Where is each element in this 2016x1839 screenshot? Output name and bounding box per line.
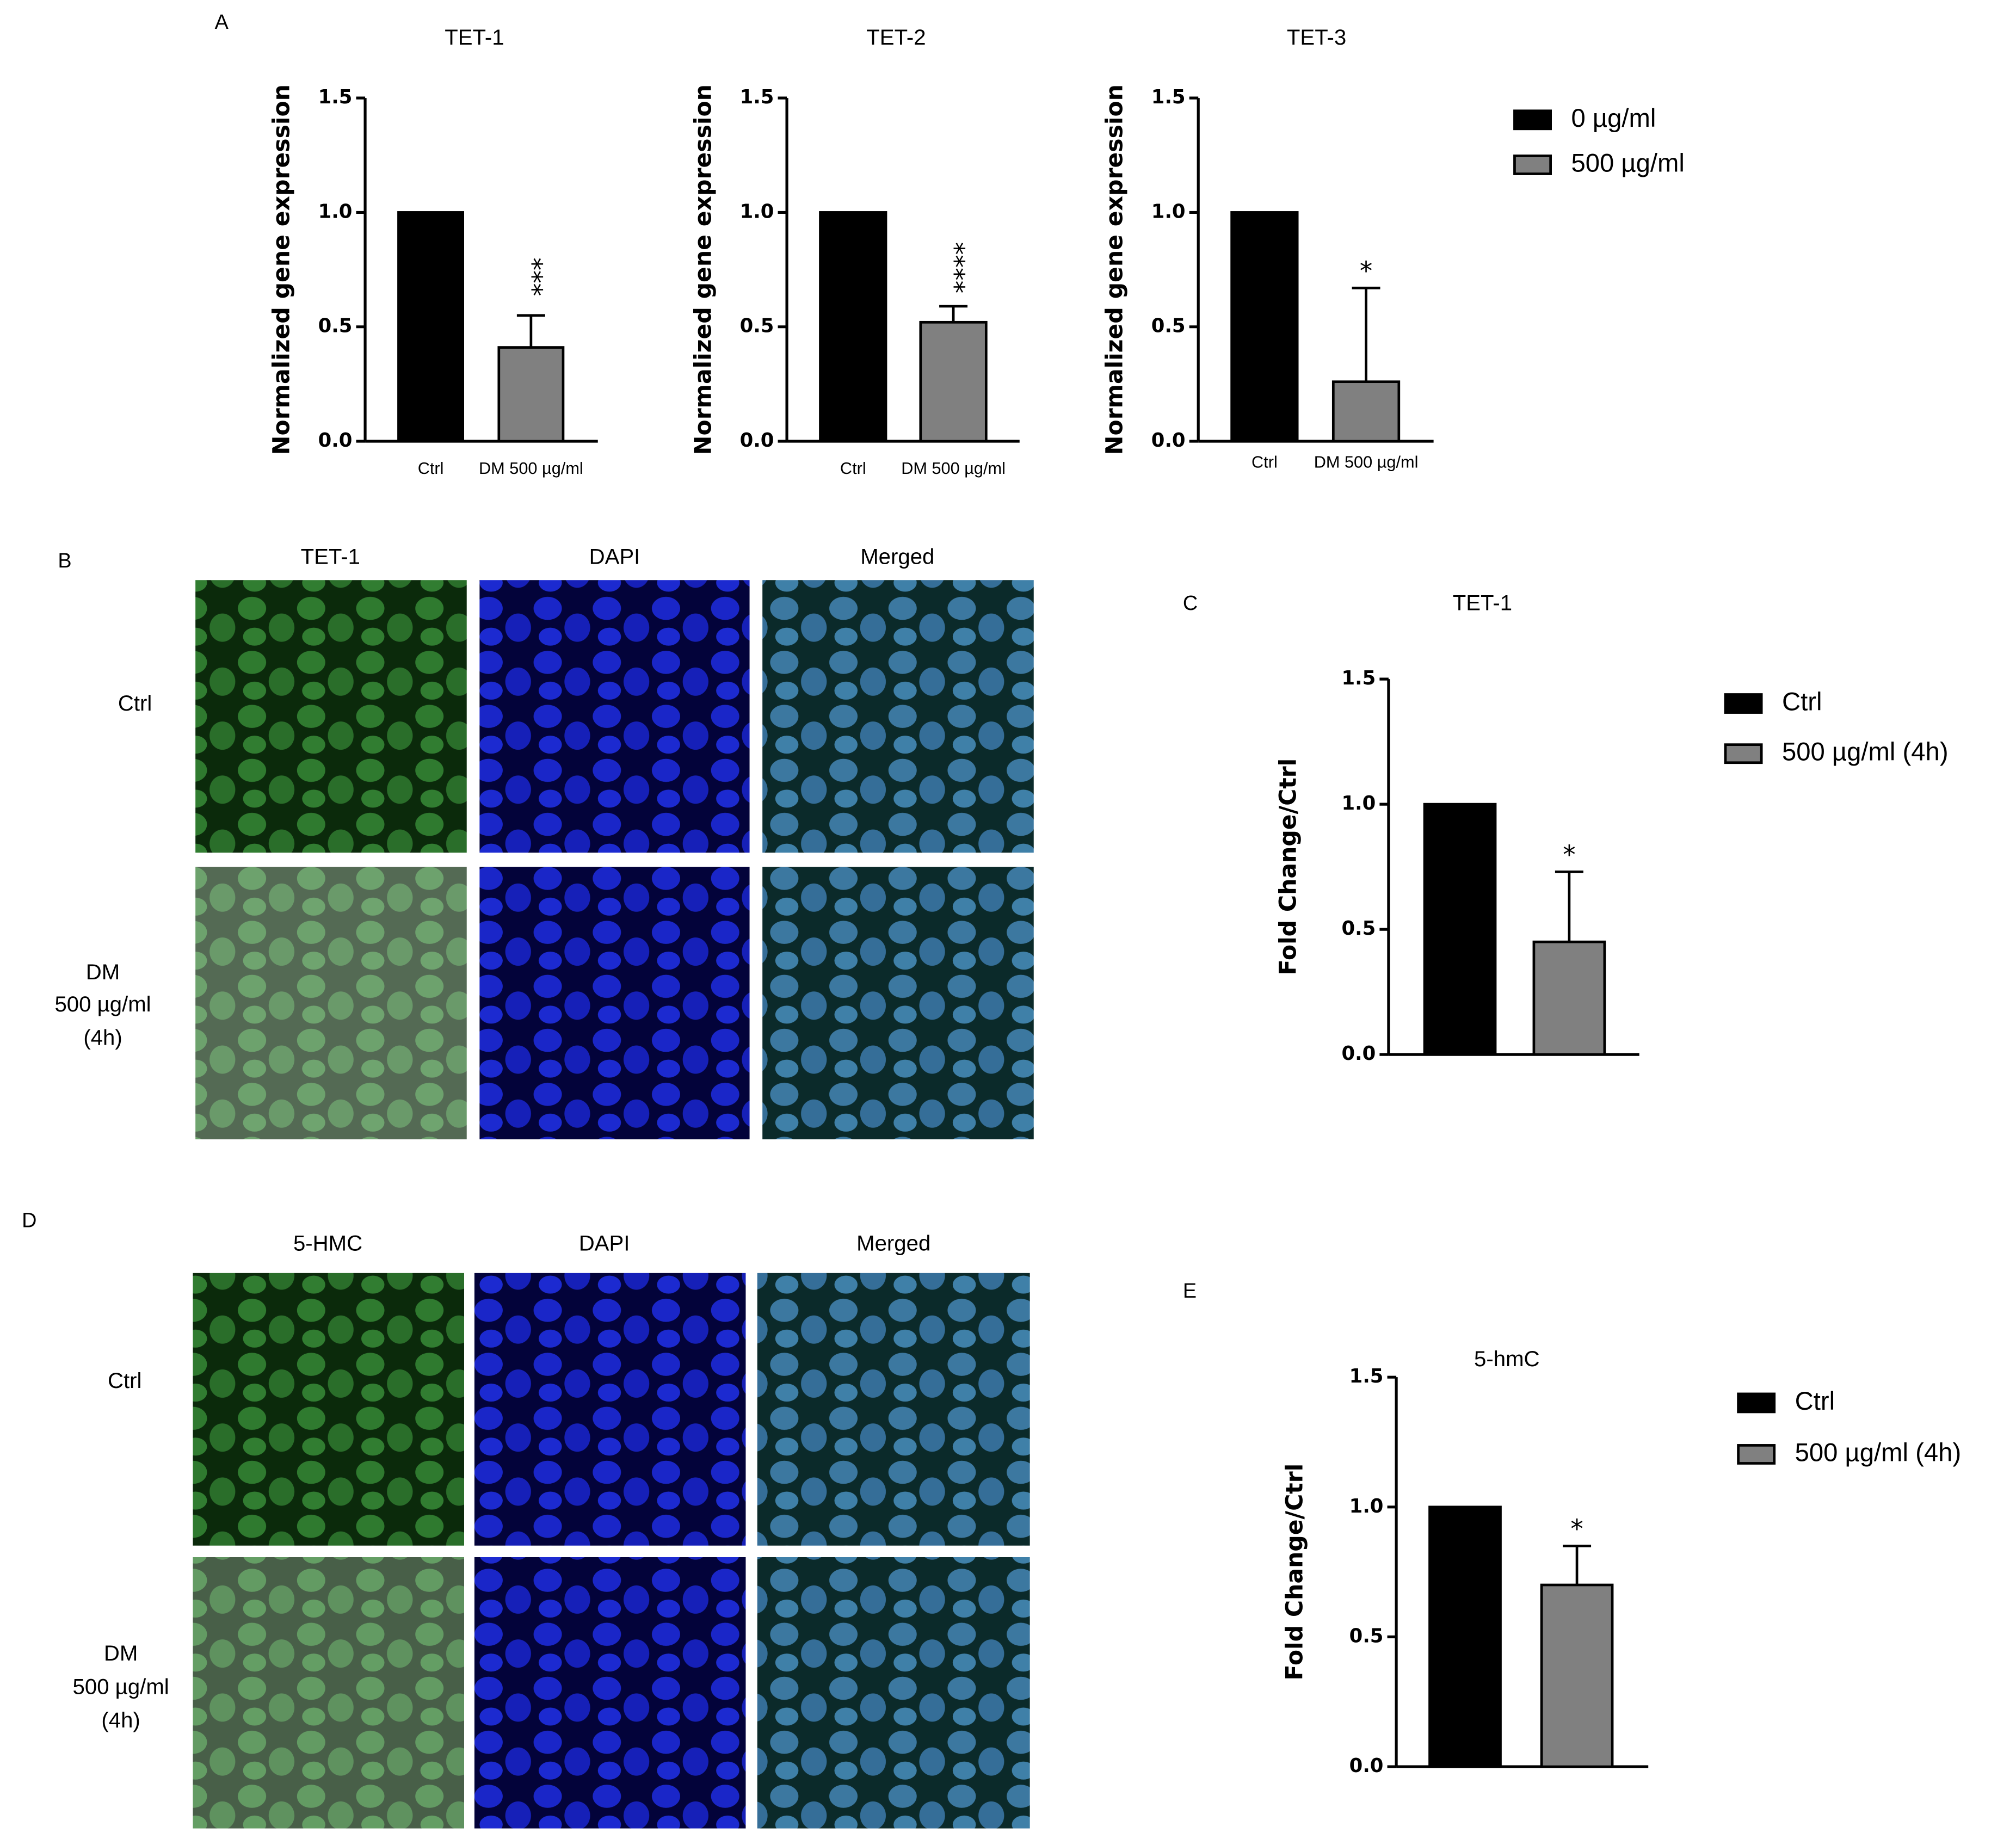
image [757, 1273, 1030, 1546]
y-tick-label: 0.0 [1342, 1042, 1376, 1065]
image [479, 867, 750, 1140]
column-label: DAPI [589, 545, 640, 569]
significance: **** [940, 242, 970, 294]
image [757, 1557, 1030, 1829]
legend-swatch [1737, 1444, 1776, 1465]
chart-title: TET-3 [1287, 25, 1346, 50]
x-tick-label: DM 500 µg/ml [479, 459, 583, 478]
row-label: DM [104, 1641, 138, 1665]
legend-swatch [1513, 109, 1552, 131]
legend-label: Ctrl [1795, 1387, 1835, 1416]
legend-label: 500 µg/ml (4h) [1795, 1438, 1962, 1467]
y-axis-label: Normalized gene expression [1101, 84, 1128, 455]
row-label: DM [86, 960, 120, 984]
chart-title: 5-hmC [1474, 1347, 1540, 1371]
x-tick-label: Ctrl [418, 459, 444, 478]
bar [1532, 940, 1606, 1056]
panel-label: B [58, 550, 71, 572]
x-tick-label: DM 500 µg/ml [901, 459, 1006, 478]
significance: * [1570, 1514, 1583, 1544]
y-tick-label: 1.0 [318, 200, 353, 223]
chart-title: TET-1 [1453, 591, 1512, 615]
y-tick-label: 1.0 [740, 200, 774, 223]
y-tick-label: 0.5 [1151, 315, 1186, 337]
image [762, 867, 1034, 1140]
row-label: 500 µg/ml [73, 1675, 169, 1699]
image [193, 1273, 465, 1546]
y-tick-label: 0.0 [1151, 429, 1186, 452]
panel-label: E [1183, 1280, 1197, 1303]
bar [1423, 803, 1497, 1056]
bar [1230, 211, 1299, 443]
x-tick-label: DM 500 µg/ml [1314, 452, 1419, 471]
legend-label: 0 µg/ml [1571, 104, 1656, 133]
bar [919, 320, 988, 443]
image [479, 580, 750, 853]
row-label: Ctrl [118, 691, 152, 715]
y-tick-label: 1.0 [1349, 1495, 1384, 1517]
row-label: (4h) [83, 1025, 122, 1050]
bar [397, 211, 465, 443]
chart-title: TET-1 [445, 25, 504, 50]
y-tick-label: 1.5 [318, 86, 353, 108]
image [474, 1557, 746, 1829]
y-tick-label: 1.5 [740, 86, 774, 108]
micro-images [193, 580, 1034, 1829]
legend-swatch [1724, 743, 1763, 764]
column-label: TET-1 [301, 545, 360, 569]
panel-label: C [1183, 592, 1198, 615]
y-tick-label: 1.0 [1342, 792, 1376, 814]
y-axis-label: Normalized gene expression [268, 84, 295, 455]
legend-label: Ctrl [1782, 688, 1822, 717]
y-tick-label: 1.5 [1151, 86, 1186, 108]
legend-swatch [1513, 155, 1552, 175]
bar [1540, 1583, 1614, 1768]
significance: * [1360, 256, 1373, 286]
bar [1428, 1505, 1502, 1768]
panel-label: A [215, 11, 229, 34]
column-label: Merged [856, 1231, 930, 1255]
bar [819, 211, 887, 443]
y-axis-label: Fold Change/Ctrl [1281, 1464, 1308, 1681]
x-tick-label: Ctrl [1251, 452, 1278, 471]
image [195, 580, 467, 853]
x-tick-label: Ctrl [840, 459, 866, 478]
legend-swatch [1724, 693, 1763, 714]
y-tick-label: 0.5 [1342, 917, 1376, 940]
legend-swatch [1737, 1392, 1776, 1414]
significance: *** [517, 257, 547, 296]
y-tick-label: 0.5 [1349, 1625, 1384, 1647]
image [762, 580, 1034, 853]
legend-label: 500 µg/ml [1571, 149, 1684, 177]
legend-label: 500 µg/ml (4h) [1782, 738, 1949, 767]
column-label: Merged [860, 545, 934, 569]
row-label: 500 µg/ml [54, 992, 151, 1016]
y-tick-label: 1.0 [1151, 200, 1186, 223]
column-label: 5-HMC [293, 1231, 362, 1255]
bar [497, 346, 565, 443]
y-axis-label: Normalized gene expression [690, 84, 717, 455]
y-tick-label: 0.5 [740, 315, 774, 337]
bar [1331, 380, 1401, 443]
y-tick-label: 0.0 [740, 429, 774, 452]
image [193, 1557, 465, 1829]
y-tick-label: 0.0 [1349, 1755, 1384, 1777]
column-label: DAPI [579, 1231, 630, 1255]
image [474, 1273, 746, 1546]
y-tick-label: 0.5 [318, 315, 353, 337]
row-label: (4h) [101, 1708, 140, 1732]
y-tick-label: 0.0 [318, 429, 353, 452]
row-label: Ctrl [108, 1368, 141, 1393]
y-axis-label: Fold Change/Ctrl [1275, 758, 1302, 976]
y-tick-label: 1.5 [1349, 1365, 1384, 1387]
chart-title: TET-2 [866, 25, 926, 50]
significance: * [1563, 840, 1576, 870]
y-tick-label: 1.5 [1342, 667, 1376, 689]
image [195, 867, 467, 1140]
panel-label: D [22, 1209, 36, 1232]
